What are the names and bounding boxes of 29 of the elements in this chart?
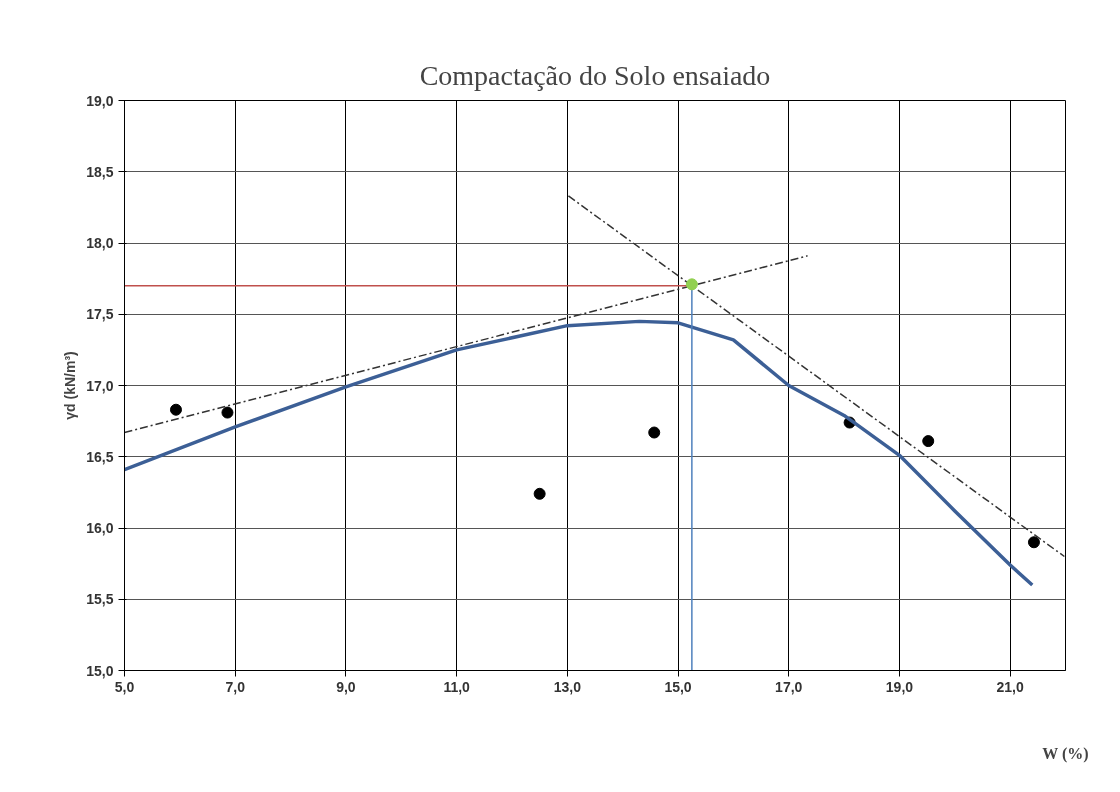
point	[922, 435, 935, 448]
y-tick-label: 18,0	[86, 235, 114, 251]
x-tick-label: 13,0	[553, 678, 582, 695]
y-tick-label: 15,5	[86, 591, 114, 608]
y-axis-title: γd (kN/m³)	[62, 351, 79, 420]
x-tick-label: 19,0	[885, 678, 914, 695]
x-tick-label: 21,0	[996, 678, 1024, 695]
x-axis-title: W (%)	[1042, 744, 1089, 763]
x-tick-label: 17,0	[775, 678, 803, 695]
y-tick-label: 19,0	[86, 92, 114, 109]
line-series	[124, 319, 1035, 587]
x-tick-label: 9,0	[336, 678, 356, 695]
y-tick-label: 18,5	[86, 163, 114, 180]
point	[685, 278, 698, 291]
point	[169, 403, 182, 416]
x-tick-label: 11,0	[443, 678, 471, 695]
y-tick-label: 17,5	[86, 306, 114, 323]
point	[648, 426, 661, 439]
x-tick-label: 7,0	[225, 678, 246, 695]
point	[221, 406, 234, 419]
y-tick-label: 17,0	[86, 377, 114, 394]
x-tick-label: 5,0	[114, 678, 135, 695]
y-tick-label: 15,0	[86, 662, 114, 679]
y-tick-label: 16,5	[86, 448, 114, 465]
x-tick-label: 15,0	[664, 678, 692, 695]
point	[533, 487, 546, 500]
y-tick-label: 16,0	[86, 520, 114, 536]
point	[1027, 536, 1040, 549]
chart-title: Compactação do Solo ensaiado	[419, 59, 771, 91]
